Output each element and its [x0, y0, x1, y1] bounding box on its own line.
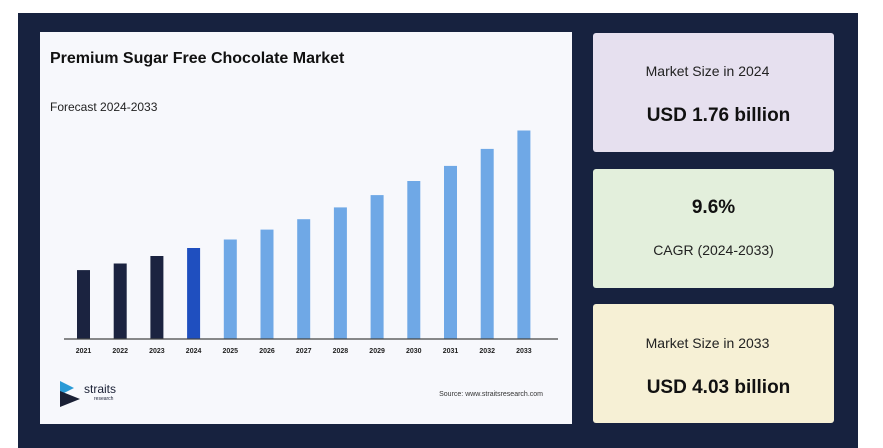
x-tick-label-2030: 2030 — [406, 348, 422, 355]
x-tick-label-2024: 2024 — [186, 348, 202, 355]
x-tick-label-2022: 2022 — [112, 348, 128, 355]
bar-2030 — [407, 181, 421, 339]
bar-2033 — [517, 130, 531, 339]
x-tick-label-2026: 2026 — [259, 348, 275, 355]
bar-2032 — [480, 148, 494, 339]
bar-2027 — [297, 219, 311, 339]
x-tick-label-2032: 2032 — [479, 348, 495, 355]
straits-chevron-icon — [60, 381, 80, 407]
chart-subtitle: Forecast 2024-2033 — [50, 100, 158, 114]
source-note: Source: www.straitsresearch.com — [439, 391, 543, 398]
cagr-card: 9.6% CAGR (2024-2033) — [593, 169, 834, 288]
x-tick-label-2025: 2025 — [223, 348, 239, 355]
bar-2021 — [77, 270, 90, 339]
bar-2031 — [444, 165, 457, 339]
bar-2025 — [223, 239, 237, 339]
x-tick-label-2027: 2027 — [296, 348, 312, 355]
stat-value: USD 4.03 billion — [646, 377, 791, 398]
x-tick-label-2023: 2023 — [149, 348, 165, 355]
logo-subtext: research — [94, 396, 114, 402]
x-tick-label-2029: 2029 — [369, 348, 385, 355]
stat-label: CAGR (2024-2033) — [653, 242, 774, 258]
stat-label: Market Size in 2024 — [645, 63, 770, 79]
x-tick-label-2033: 2033 — [516, 348, 532, 355]
x-tick-label-2028: 2028 — [333, 348, 349, 355]
bar-2023 — [150, 256, 164, 339]
x-tick-label-2021: 2021 — [76, 348, 92, 355]
stat-value: 9.6% — [691, 197, 736, 218]
bar-2024 — [187, 248, 201, 339]
bar-2028 — [333, 207, 347, 339]
bar-2026 — [260, 229, 274, 339]
logo-text: straits — [84, 382, 117, 396]
chart-panel: Premium Sugar Free Chocolate Market Fore… — [40, 32, 572, 424]
stat-label: Market Size in 2033 — [645, 335, 770, 351]
market-size-2024-card: Market Size in 2024 USD 1.76 billion — [593, 33, 834, 152]
bar-chart: 2021 2022 2023 2024 2025 2026 2027 2028 2029 2030… — [64, 130, 558, 355]
bar-2029 — [370, 195, 384, 339]
bar-2022 — [113, 263, 127, 339]
x-tick-label-2031: 2031 — [443, 348, 459, 355]
chart-title: Premium Sugar Free Chocolate Market — [50, 50, 345, 67]
straits-logo: straits research — [60, 379, 140, 407]
market-size-2033-card: Market Size in 2033 USD 4.03 billion — [593, 304, 834, 423]
stat-value: USD 1.76 billion — [646, 105, 791, 126]
